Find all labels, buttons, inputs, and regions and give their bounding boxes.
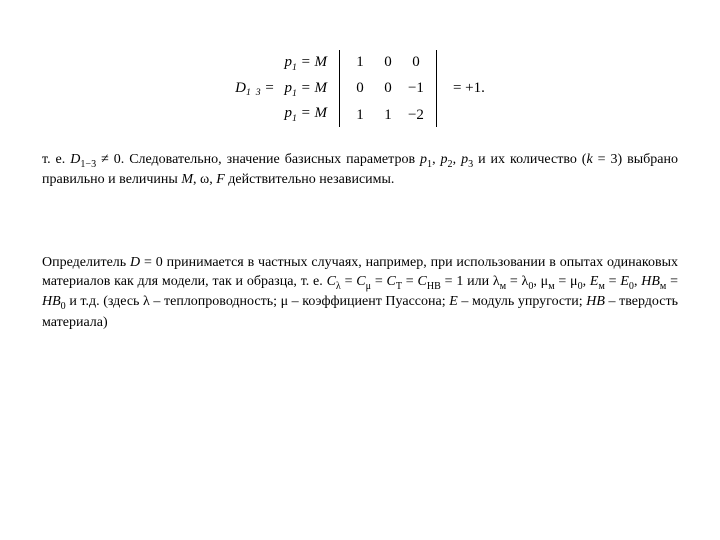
matrix-cell: 1 [346,103,374,127]
row-labels: p1 = M p1 = M p1 = M [284,50,333,127]
page-body: D1 3 = p1 = M p1 = M p1 = M 1 0 0 0 0 −1 [0,0,720,333]
matrix-row: 0 0 −1 [346,76,430,100]
matrix-row: 1 0 0 [346,50,430,74]
determinant-label: D1 3 = [235,78,276,98]
row-label-1: p1 = M [284,50,327,76]
det-bar-left [339,50,340,127]
determinant-result: = +1. [451,78,485,98]
det-bar-right [436,50,437,127]
row-label-3: p1 = M [284,101,327,127]
determinant-equation: D1 3 = p1 = M p1 = M p1 = M 1 0 0 0 0 −1 [42,50,678,127]
matrix-cell: 0 [374,50,402,74]
paragraph-2: Определитель D = 0 принимается в частных… [42,254,678,333]
matrix-row: 1 1 −2 [346,103,430,127]
matrix-cell: 0 [402,50,430,74]
paragraph-1: т. е. D1−3 ≠ 0. Следовательно, значение … [42,151,678,190]
matrix-grid: 1 0 0 0 0 −1 1 1 −2 [346,50,430,127]
matrix-cell: 1 [374,103,402,127]
matrix-cell: 1 [346,50,374,74]
matrix-cell: 0 [346,76,374,100]
spacer [42,208,678,254]
determinant-body: p1 = M p1 = M p1 = M 1 0 0 0 0 −1 1 1 [284,50,443,127]
row-label-2: p1 = M [284,76,327,102]
matrix-cell: 0 [374,76,402,100]
matrix-cell: −2 [402,103,430,127]
matrix-cell: −1 [402,76,430,100]
